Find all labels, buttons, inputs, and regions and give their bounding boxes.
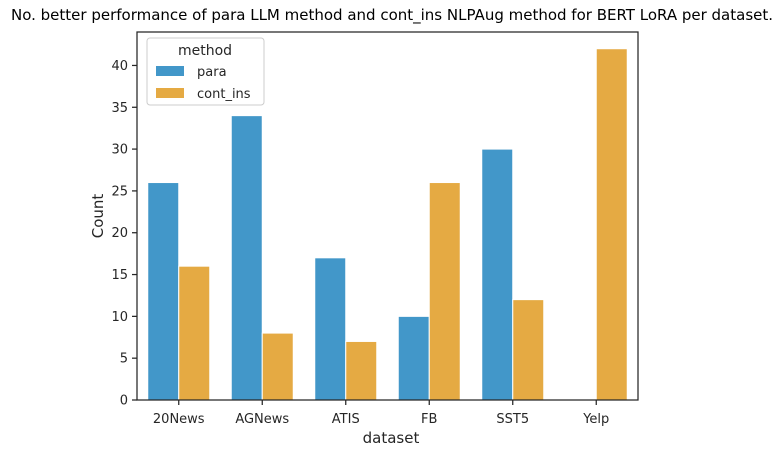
y-axis: 0 5 10 15 20 25 30 35 40	[111, 59, 137, 409]
y-tick-label: 0	[120, 394, 128, 409]
bar-para-20News	[147, 182, 180, 401]
y-tick-label: 15	[111, 268, 128, 283]
bar-cont_ins-AGNews	[261, 332, 294, 401]
bar-cont_ins-SST5	[512, 299, 545, 401]
y-tick-label: 5	[120, 352, 128, 367]
y-tick-label: 30	[111, 143, 128, 158]
plot-area	[147, 48, 628, 401]
legend-items: para cont_ins	[156, 65, 251, 102]
bar-para-ATIS	[314, 257, 347, 401]
bar-cont_ins-Yelp	[595, 48, 628, 401]
x-tick-label: FB	[421, 412, 437, 427]
y-tick-label: 25	[111, 184, 128, 199]
x-tick-label: Yelp	[582, 412, 609, 427]
y-tick-label: 35	[111, 101, 128, 116]
y-tick-label: 20	[111, 226, 128, 241]
legend-swatch-para	[156, 66, 184, 76]
legend: method para cont_ins	[146, 37, 265, 106]
x-tick-label: ATIS	[332, 412, 360, 427]
legend-label-cont_ins: cont_ins	[197, 87, 251, 102]
x-tick-label: 20News	[153, 412, 205, 427]
plot-frame	[136, 31, 639, 401]
legend-swatch-cont_ins	[156, 88, 184, 98]
bar-cont_ins-20News	[178, 265, 211, 401]
legend-title: method	[178, 43, 232, 59]
y-tick-label: 40	[111, 59, 128, 74]
legend-label-para: para	[197, 65, 227, 80]
y-axis-title: Count	[89, 194, 107, 239]
bar-para-FB	[397, 315, 430, 401]
chart-title: No. better performance of para LLM metho…	[11, 6, 773, 25]
x-tick-label: AGNews	[235, 412, 289, 427]
bar-cont_ins-ATIS	[345, 340, 378, 401]
y-tick-label: 10	[111, 310, 128, 325]
x-tick-label: SST5	[496, 412, 529, 427]
x-axis-title: dataset	[363, 429, 420, 447]
bar-cont_ins-FB	[428, 182, 461, 401]
bar-para-AGNews	[230, 115, 263, 401]
bar-para-SST5	[481, 148, 514, 401]
x-axis: 20News AGNews ATIS FB SST5 Yelp	[153, 400, 609, 427]
